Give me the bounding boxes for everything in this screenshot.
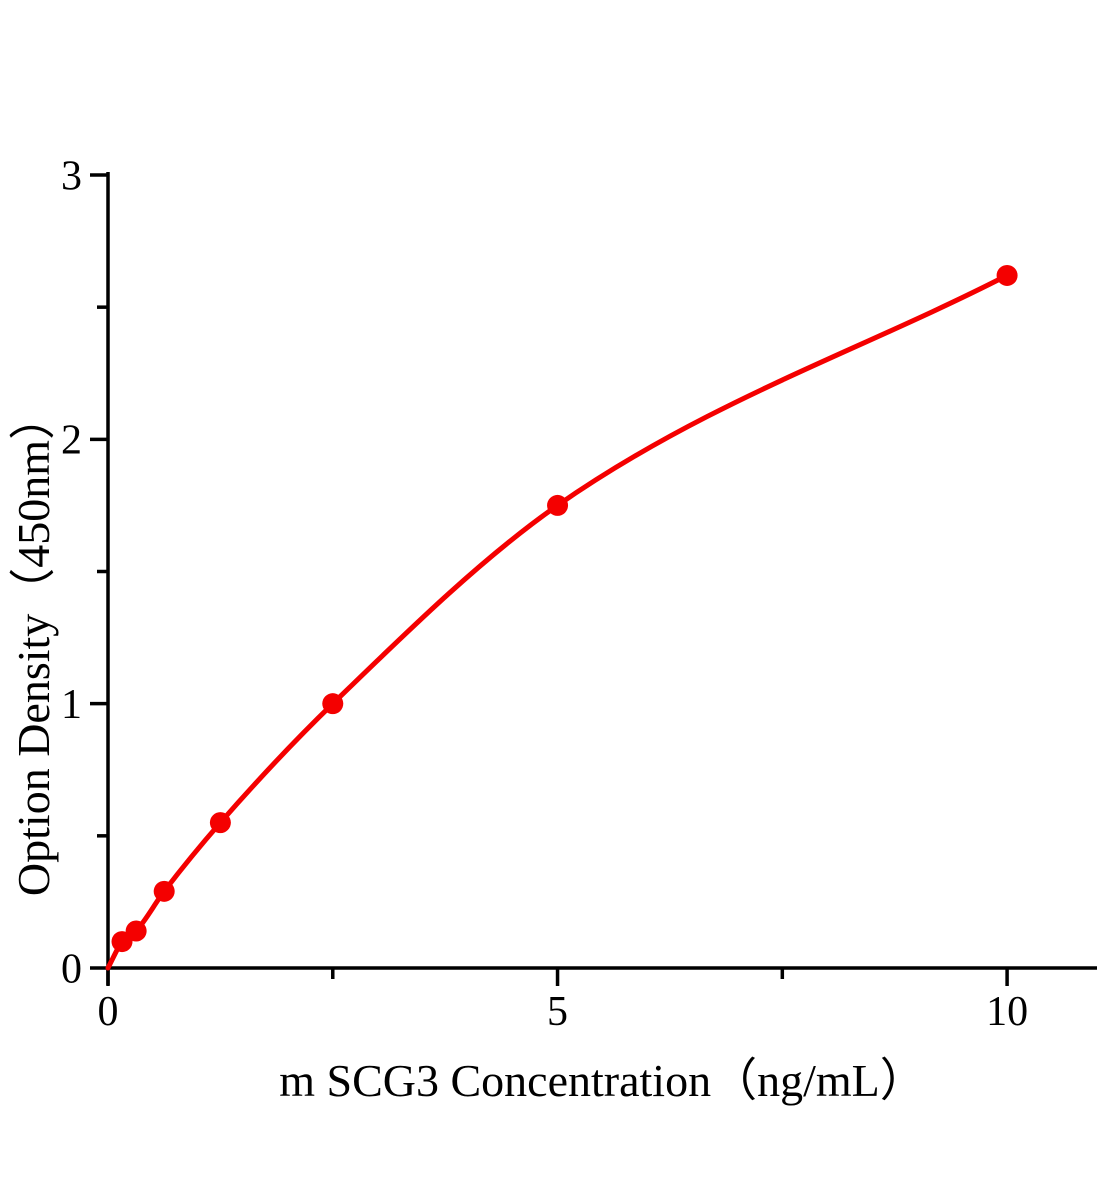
y-tick-label: 1: [61, 682, 82, 728]
y-tick-label: 0: [61, 946, 82, 992]
x-axis-title: m SCG3 Concentration（ng/mL）: [279, 1055, 926, 1106]
data-point: [209, 812, 231, 834]
y-axis-title: Option Density（450nm）: [8, 393, 59, 897]
data-point: [125, 920, 147, 942]
data-point: [322, 693, 344, 715]
fit-curve: [105, 272, 1010, 971]
data-point: [996, 264, 1018, 286]
data-point: [153, 880, 175, 902]
x-tick-label: 10: [986, 989, 1028, 1035]
x-tick-label: 0: [98, 989, 119, 1035]
x-tick-label: 5: [547, 989, 568, 1035]
y-tick-label: 2: [61, 418, 82, 464]
y-tick-label: 3: [61, 153, 82, 199]
data-point: [547, 494, 569, 516]
